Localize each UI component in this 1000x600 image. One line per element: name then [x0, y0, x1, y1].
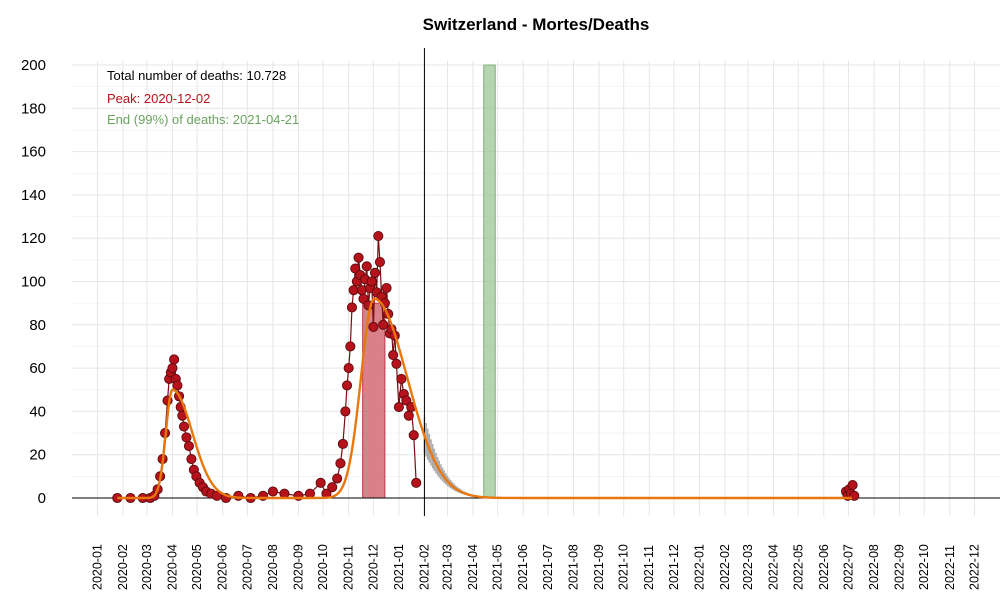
data-point — [327, 482, 338, 493]
x-tick-label: 2021-10 — [617, 544, 631, 590]
x-tick-label: 2020-11 — [342, 545, 356, 590]
x-tick-label: 2020-02 — [116, 544, 130, 590]
x-tick-labels: 2020-01 2020-02 2020-03 2020-04 2020-05 2020-… — [91, 544, 982, 590]
x-tick-label: 2022-02 — [718, 544, 732, 590]
data-point — [849, 490, 860, 501]
data-point — [167, 363, 178, 374]
data-point — [403, 410, 414, 421]
data-point — [337, 438, 348, 449]
x-tick-label: 2022-09 — [893, 544, 907, 590]
fit-curve — [117, 297, 852, 500]
end-annotation: End (99%) of deaths: 2021-04-21 — [107, 112, 299, 127]
grid — [72, 61, 1000, 516]
x-tick-label: 2020-01 — [91, 544, 105, 590]
x-tick-label: 2020-12 — [366, 544, 380, 590]
data-point — [169, 354, 180, 365]
data-point — [183, 440, 194, 452]
x-tick-label: 2020-03 — [140, 544, 154, 590]
y-tick-label: 40 — [29, 403, 46, 420]
x-tick-label: 2022-07 — [841, 544, 855, 590]
x-tick-label: 2021-11 — [642, 545, 656, 590]
x-tick-label: 2022-08 — [867, 544, 881, 590]
data-point — [378, 319, 389, 330]
x-tick-label: 2021-07 — [541, 544, 555, 590]
y-tick-label: 20 — [29, 447, 46, 464]
x-tick-label: 2020-09 — [291, 544, 305, 590]
data-point — [369, 267, 381, 278]
data-point — [181, 432, 192, 443]
x-tick-label: 2021-06 — [516, 544, 530, 590]
data-point — [172, 380, 183, 391]
x-tick-label: 2021-08 — [566, 544, 580, 590]
data-point — [186, 453, 197, 465]
x-tick-label: 2021-04 — [466, 544, 480, 590]
x-tick-label: 2022-11 — [943, 545, 957, 590]
x-tick-label: 2022-05 — [791, 544, 805, 590]
x-tick-label: 2020-05 — [190, 544, 204, 590]
data-point — [366, 276, 377, 287]
total-deaths-annotation: Total number of deaths: 10.728 — [107, 68, 286, 83]
data-point — [335, 458, 346, 469]
x-tick-label: 2020-07 — [240, 544, 254, 590]
data-point — [356, 285, 367, 296]
data-point — [391, 358, 402, 369]
x-tick-label: 2022-04 — [767, 544, 781, 590]
x-tick-label: 2021-05 — [491, 544, 505, 590]
x-tick-label: 2020-06 — [216, 544, 230, 590]
x-tick-label: 2020-04 — [165, 544, 179, 590]
x-tick-label: 2021-02 — [417, 544, 431, 590]
data-point — [374, 256, 386, 268]
data-point — [381, 282, 392, 294]
fit-curve-line — [117, 297, 852, 500]
data-point — [332, 473, 343, 484]
x-tick-label: 2022-10 — [917, 544, 931, 590]
data-point — [373, 230, 384, 242]
end-band — [483, 64, 496, 499]
peak-annotation: Peak: 2020-12-02 — [107, 91, 210, 106]
data-point — [368, 321, 379, 333]
y-tick-label: 200 — [21, 57, 46, 74]
y-tick-label: 100 — [21, 274, 46, 291]
data-point — [315, 477, 326, 488]
chart-title: Switzerland - Mortes/Deaths — [423, 15, 650, 34]
data-point — [341, 380, 353, 391]
x-tick-label: 2020-08 — [266, 544, 280, 590]
data-point — [353, 252, 364, 263]
data-point — [340, 406, 351, 417]
data-point — [408, 430, 419, 441]
data-point — [233, 490, 244, 501]
data-point — [847, 479, 858, 491]
y-tick-label: 60 — [29, 360, 46, 377]
x-tick-label: 2022-12 — [967, 544, 981, 590]
y-tick-label: 0 — [38, 490, 46, 507]
data-point — [343, 363, 354, 374]
x-tick-label: 2020-10 — [316, 544, 330, 590]
data-point — [396, 373, 407, 384]
data-point — [178, 421, 190, 432]
x-tick-label: 2021-12 — [667, 544, 681, 590]
data-point — [345, 341, 356, 352]
y-tick-label: 180 — [21, 100, 46, 117]
y-tick-label: 120 — [21, 230, 46, 247]
data-point — [267, 486, 278, 497]
x-tick-label: 2022-06 — [817, 544, 831, 590]
x-tick-label: 2021-01 — [392, 544, 406, 590]
y-tick-label: 160 — [21, 144, 46, 161]
x-tick-label: 2022-01 — [692, 544, 706, 590]
x-tick-label: 2022-03 — [741, 544, 755, 590]
x-tick-label: 2021-03 — [440, 544, 454, 590]
data-point — [346, 302, 358, 313]
data-point — [388, 350, 399, 361]
data-point — [393, 402, 404, 413]
x-tick-label: 2021-09 — [592, 544, 606, 590]
data-point — [361, 261, 372, 272]
y-tick-label: 80 — [29, 317, 46, 334]
y-tick-labels: 0 20 40 60 80 100 120 140 160 180 200 — [21, 57, 46, 507]
y-tick-label: 140 — [21, 187, 46, 204]
data-point — [411, 477, 422, 488]
